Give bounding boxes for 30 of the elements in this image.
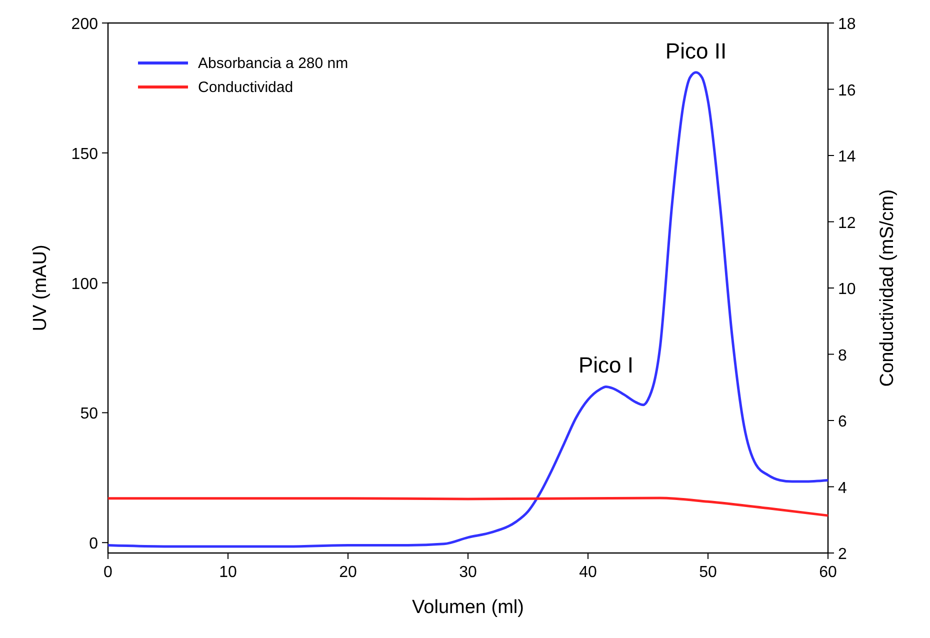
y2-tick-label: 4 — [838, 480, 847, 497]
y-tick-label: 50 — [80, 406, 98, 423]
x-tick-label: 20 — [339, 564, 357, 581]
legend-label: Absorbancia a 280 nm — [198, 55, 348, 72]
annotation: Pico I — [578, 352, 634, 378]
x-tick-label: 10 — [219, 564, 237, 581]
y2-tick-label: 18 — [838, 16, 856, 33]
y2-tick-label: 2 — [838, 546, 847, 563]
y2-tick-label: 10 — [838, 281, 856, 298]
x-tick-label: 30 — [459, 564, 477, 581]
x-tick-label: 60 — [819, 564, 837, 581]
x-tick-label: 50 — [699, 564, 717, 581]
y2-tick-label: 12 — [838, 214, 856, 232]
x-axis-title: Volumen (ml) — [412, 597, 524, 618]
y2-tick-label: 16 — [838, 82, 856, 100]
annotation: Pico II — [665, 38, 727, 64]
x-tick-label: 0 — [104, 564, 113, 581]
y2-axis-title: Conductividad (mS/cm) — [877, 189, 898, 387]
y2-tick-label: 14 — [838, 148, 856, 166]
line-series — [106, 496, 830, 517]
y2-tick-label: 8 — [838, 347, 847, 364]
legend-label: Conductividad — [198, 79, 294, 96]
y-tick-label: 200 — [71, 16, 98, 33]
y2-tick-label: 6 — [838, 414, 847, 430]
y-tick-label: 0 — [89, 536, 98, 553]
y-axis-title: UV (mAU) — [30, 244, 51, 332]
x-tick-label: 40 — [579, 564, 597, 581]
line-series — [106, 71, 830, 548]
y-tick-label: 150 — [71, 146, 98, 163]
y-tick-label: 100 — [71, 276, 98, 293]
